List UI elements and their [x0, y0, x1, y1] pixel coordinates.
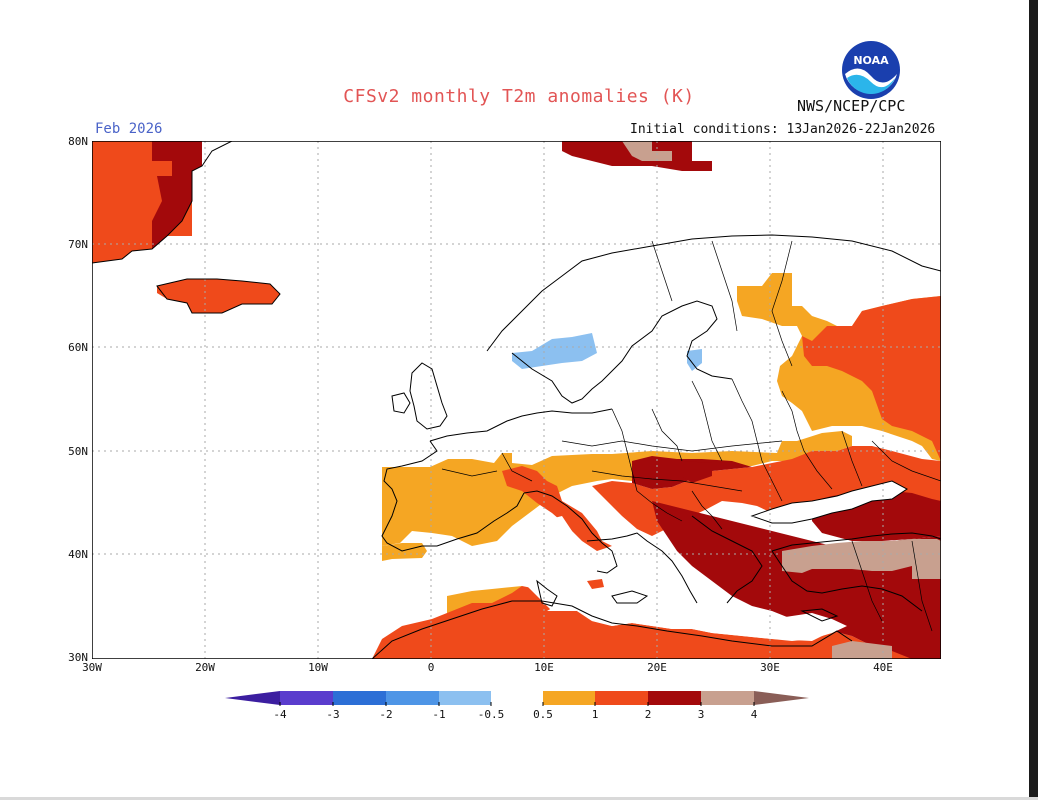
colorbar-label-m4: -4: [273, 708, 287, 721]
colorbar-m3-m2: [333, 691, 386, 705]
noaa-logo-text: NOAA: [853, 54, 889, 67]
colorbar-gt-p4: [754, 691, 809, 705]
colorbar-label-m2: -2: [379, 708, 393, 721]
colorbar-p3-p4: [701, 691, 754, 705]
colorbar-p1-p2: [595, 691, 648, 705]
lon-label-30w: 30W: [82, 661, 102, 674]
colorbar-label-p3: 3: [697, 708, 705, 721]
lon-label-30e: 30E: [760, 661, 780, 674]
colorbar: [225, 691, 809, 706]
colorbar-label-p1: 1: [591, 708, 599, 721]
colorbar-lt-m4: [225, 691, 280, 705]
noaa-logo-icon: NOAA: [842, 41, 900, 99]
forecast-month-label: Feb 2026: [95, 121, 163, 137]
map-title: CFSv2 monthly T2m anomalies (K): [343, 86, 695, 107]
anomaly-region-m1-m05: [512, 333, 702, 371]
lon-label-10w: 10W: [308, 661, 328, 674]
colorbar-p2-p3: [648, 691, 701, 705]
lat-label-70n: 70N: [68, 238, 88, 251]
coastlines: [92, 141, 941, 659]
lat-label-60n: 60N: [68, 341, 88, 354]
window-frame-right: [1029, 0, 1038, 800]
lon-label-0: 0: [427, 661, 435, 674]
anomaly-region-2-3: [152, 141, 941, 659]
colorbar-label-p05: 0.5: [533, 708, 553, 721]
colorbar-label-m3: -3: [326, 708, 340, 721]
initial-conditions-label: Initial conditions: 13Jan2026-22Jan2026: [630, 122, 936, 137]
colorbar-m1-m05: [439, 691, 491, 705]
anomaly-map: [92, 141, 941, 659]
lat-label-40n: 40N: [68, 548, 88, 561]
colorbar-p05-p1: [543, 691, 595, 705]
sea-cutouts: [512, 481, 907, 641]
colorbar-label-p4: 4: [750, 708, 758, 721]
colorbar-label-m05: -0.5: [477, 708, 505, 721]
map-gridlines: [92, 141, 941, 659]
colorbar-label-p2: 2: [644, 708, 652, 721]
lon-label-40e: 40E: [873, 661, 893, 674]
lon-label-10e: 10E: [534, 661, 554, 674]
colorbar-m2-m1: [386, 691, 439, 705]
lat-label-80n: 80N: [68, 135, 88, 148]
window-frame-bottom: [0, 797, 1038, 800]
colorbar-m4-m3: [280, 691, 333, 705]
colorbar-label-m1: -1: [432, 708, 446, 721]
lat-label-50n: 50N: [68, 445, 88, 458]
lon-label-20e: 20E: [647, 661, 667, 674]
lat-label-30n: 30N: [68, 651, 88, 664]
lon-label-20w: 20W: [195, 661, 215, 674]
country-borders: [441, 240, 941, 632]
anomaly-region-3-4: [622, 141, 941, 659]
agency-label: NWS/NCEP/CPC: [797, 97, 906, 115]
